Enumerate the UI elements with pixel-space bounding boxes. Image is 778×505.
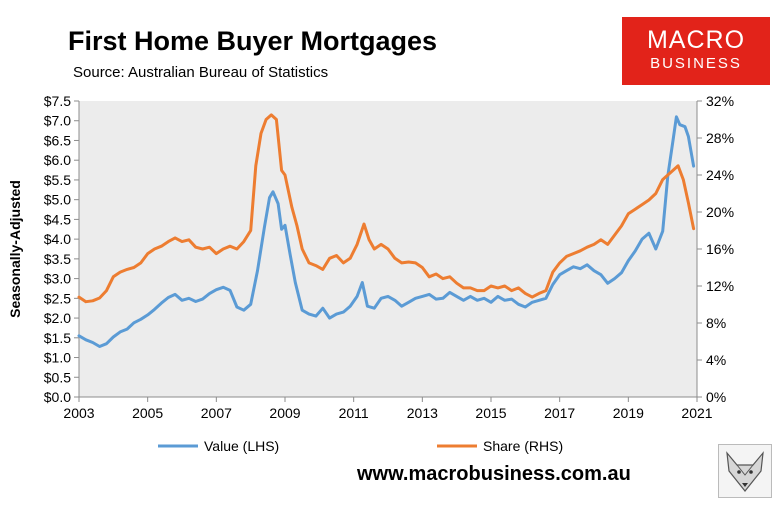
y-tick-label: $3.0 — [44, 271, 71, 287]
y-axis-title: Seasonally-Adjusted — [7, 180, 23, 318]
x-axis-ticks: 2003 2005 2007 2009 2011 2013 2015 2017 2019 2021 — [63, 397, 713, 421]
x-tick-label: 2007 — [201, 405, 232, 421]
y-tick-label: $0.0 — [44, 389, 71, 405]
fox-head-icon — [718, 444, 772, 498]
y-tick-label: $2.0 — [44, 310, 71, 326]
chart-source-note: Source: Australian Bureau of Statistics — [73, 64, 329, 81]
x-tick-label: 2013 — [407, 405, 438, 421]
y2-tick-label: 32% — [706, 93, 734, 109]
y-tick-label: $3.5 — [44, 251, 71, 267]
x-tick-label: 2003 — [63, 405, 94, 421]
y-tick-label: $4.0 — [44, 231, 71, 247]
y2-tick-label: 20% — [706, 204, 734, 220]
y2-tick-label: 12% — [706, 278, 734, 294]
macrobusiness-logo: MACRO BUSINESS — [622, 17, 770, 85]
x-tick-label: 2005 — [132, 405, 163, 421]
x-tick-label: 2019 — [613, 405, 644, 421]
legend-label: Value (LHS) — [204, 438, 279, 454]
y-tick-label: $7.5 — [44, 93, 71, 109]
x-tick-label: 2015 — [475, 405, 506, 421]
x-tick-label: 2017 — [544, 405, 575, 421]
x-tick-label: 2021 — [681, 405, 712, 421]
x-tick-label: 2011 — [339, 405, 369, 421]
website-url: www.macrobusiness.com.au — [357, 463, 631, 485]
legend: Value (LHS) Share (RHS) — [158, 438, 563, 454]
chart-title: First Home Buyer Mortgages — [68, 26, 438, 56]
series-layer — [77, 113, 696, 348]
logo-line-1: MACRO — [646, 26, 746, 54]
y-tick-label: $6.5 — [44, 132, 71, 148]
y-tick-label: $1.0 — [44, 350, 71, 366]
value-series-line — [77, 115, 696, 348]
y-tick-label: $4.5 — [44, 211, 71, 227]
y2-axis-ticks: 0% 4% 8% 12% 16% 20% 24% 28% 32% — [697, 93, 734, 405]
y2-tick-label: 0% — [706, 389, 726, 405]
y2-tick-label: 8% — [706, 315, 726, 331]
y2-tick-label: 24% — [706, 167, 734, 183]
y-tick-label: $7.0 — [44, 113, 71, 129]
y-tick-label: $0.5 — [44, 369, 71, 385]
y2-tick-label: 16% — [706, 241, 734, 257]
y-tick-label: $2.5 — [44, 290, 71, 306]
legend-label: Share (RHS) — [483, 438, 563, 454]
y2-tick-label: 4% — [706, 352, 726, 368]
y-tick-label: $5.0 — [44, 192, 71, 208]
y-tick-label: $1.5 — [44, 330, 71, 346]
y-axis-ticks: $0.0 $0.5 $1.0 $1.5 $2.0 $2.5 $3.0 $3.5 $4.0 $4.5… — [44, 93, 79, 405]
x-tick-label: 2009 — [269, 405, 300, 421]
share-series-line — [77, 113, 696, 304]
logo-line-2: BUSINESS — [650, 55, 742, 72]
y-tick-label: $6.0 — [44, 152, 71, 168]
y2-tick-label: 28% — [706, 130, 734, 146]
y-tick-label: $5.5 — [44, 172, 71, 188]
